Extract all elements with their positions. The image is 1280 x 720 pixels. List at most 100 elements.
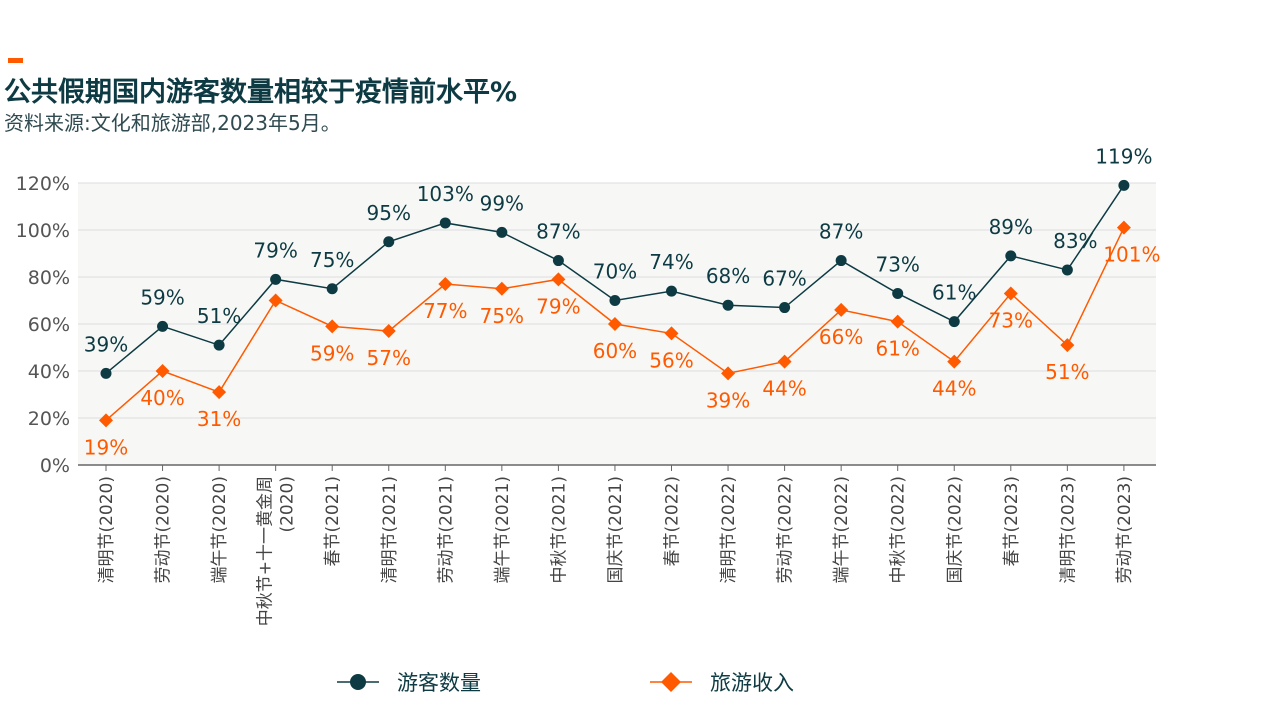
point-revenue bbox=[607, 317, 622, 331]
point-revenue bbox=[947, 354, 962, 369]
point-visitors bbox=[157, 320, 169, 332]
data-label-revenue: 77% bbox=[423, 299, 467, 323]
y-tick-label: 120% bbox=[16, 173, 70, 195]
data-label-visitors: 87% bbox=[819, 220, 863, 244]
point-visitors bbox=[439, 217, 451, 229]
data-label-visitors: 51% bbox=[197, 304, 241, 328]
y-tick-label: 60% bbox=[28, 314, 70, 336]
point-revenue bbox=[777, 354, 792, 369]
point-visitors bbox=[892, 287, 904, 299]
chart-title: 公共假期国内游客数量相较于疫情前水平% bbox=[4, 77, 518, 108]
point-revenue bbox=[1060, 338, 1075, 353]
point-revenue bbox=[212, 385, 227, 400]
data-label-visitors: 79% bbox=[253, 238, 297, 262]
point-visitors bbox=[722, 299, 734, 311]
data-label-revenue: 40% bbox=[140, 386, 184, 410]
data-label-visitors: 89% bbox=[989, 215, 1033, 239]
point-revenue bbox=[494, 281, 509, 296]
x-tick-label: 劳动节(2023) bbox=[1115, 476, 1135, 584]
point-revenue bbox=[438, 277, 453, 292]
x-tick-label: 清明节(2022) bbox=[719, 476, 739, 584]
legend-label-visitors: 游客数量 bbox=[397, 671, 481, 695]
data-label-visitors: 61% bbox=[932, 281, 976, 305]
x-tick-label: 中秋节(2022) bbox=[889, 476, 909, 584]
x-tick-label: 劳动节(2021) bbox=[436, 476, 456, 584]
legend-item-revenue: 旅游收入 bbox=[650, 664, 794, 700]
circle-marker-icon bbox=[337, 674, 379, 690]
x-tick-label: 端午节(2021) bbox=[493, 476, 513, 584]
point-revenue bbox=[1116, 220, 1131, 235]
point-visitors bbox=[326, 283, 338, 295]
point-revenue bbox=[1003, 286, 1018, 301]
data-label-visitors: 95% bbox=[367, 201, 411, 225]
x-tick-label: 清明节(2021) bbox=[380, 476, 400, 584]
point-visitors bbox=[1005, 250, 1017, 262]
point-revenue bbox=[99, 413, 113, 428]
data-label-visitors: 75% bbox=[310, 248, 354, 272]
x-tick-label: 国庆节(2022) bbox=[945, 476, 965, 584]
chart-subtitle: 资料来源:文化和旅游部,2023年5月。 bbox=[4, 111, 341, 135]
point-visitors bbox=[1118, 179, 1130, 191]
point-revenue bbox=[325, 319, 340, 334]
point-revenue bbox=[890, 314, 905, 329]
x-tick-label: 春节(2021) bbox=[323, 476, 343, 567]
point-visitors bbox=[552, 255, 564, 267]
legend-label-revenue: 旅游收入 bbox=[710, 671, 794, 695]
point-visitors bbox=[496, 226, 508, 238]
data-label-visitors: 67% bbox=[762, 267, 806, 291]
data-label-revenue: 101% bbox=[1103, 243, 1160, 267]
data-label-visitors: 103% bbox=[417, 182, 474, 206]
x-tick-label: 清明节(2020) bbox=[97, 476, 117, 584]
x-tick-label: (2020) bbox=[278, 476, 298, 533]
point-visitors bbox=[609, 295, 621, 306]
y-tick-label: 0% bbox=[40, 455, 70, 477]
x-tick-label: 清明节(2023) bbox=[1058, 476, 1078, 584]
data-label-revenue: 66% bbox=[819, 325, 863, 349]
data-label-visitors: 87% bbox=[536, 220, 580, 244]
data-label-revenue: 79% bbox=[536, 294, 580, 318]
point-visitors bbox=[666, 285, 677, 297]
data-label-visitors: 74% bbox=[649, 250, 693, 274]
x-tick-label: 劳动节(2022) bbox=[776, 476, 796, 584]
data-label-revenue: 56% bbox=[649, 348, 693, 372]
x-tick-label: 中秋节+十一黄金周 bbox=[256, 476, 276, 626]
x-tick-label: 国庆节(2021) bbox=[606, 476, 626, 584]
point-revenue bbox=[268, 293, 283, 308]
point-revenue bbox=[834, 302, 849, 317]
y-tick-label: 20% bbox=[28, 408, 70, 430]
data-label-visitors: 70% bbox=[593, 260, 637, 284]
point-visitors bbox=[213, 339, 225, 351]
data-label-visitors: 59% bbox=[140, 285, 184, 309]
data-label-revenue: 44% bbox=[762, 377, 806, 401]
data-label-revenue: 44% bbox=[932, 377, 976, 401]
data-label-revenue: 75% bbox=[480, 304, 524, 328]
point-visitors bbox=[383, 236, 395, 248]
x-tick-label: 春节(2023) bbox=[1002, 476, 1022, 567]
x-tick-label: 中秋节(2021) bbox=[549, 476, 569, 584]
point-visitors bbox=[779, 302, 791, 314]
point-visitors bbox=[835, 255, 847, 267]
data-label-revenue: 39% bbox=[706, 388, 750, 412]
data-label-revenue: 61% bbox=[875, 337, 919, 361]
title-accent-bar bbox=[8, 58, 23, 63]
data-label-visitors: 99% bbox=[480, 191, 524, 215]
point-visitors bbox=[1061, 264, 1073, 276]
point-revenue bbox=[721, 366, 736, 381]
x-tick-label: 端午节(2020) bbox=[210, 476, 230, 584]
data-label-revenue: 57% bbox=[367, 346, 411, 370]
data-label-visitors: 83% bbox=[1053, 229, 1097, 253]
data-label-revenue: 59% bbox=[310, 341, 354, 365]
y-tick-label: 100% bbox=[16, 220, 70, 242]
point-visitors bbox=[100, 367, 112, 379]
x-tick-label: 端午节(2022) bbox=[832, 476, 852, 584]
point-revenue bbox=[155, 364, 170, 378]
data-label-revenue: 19% bbox=[84, 435, 128, 459]
data-label-revenue: 73% bbox=[989, 308, 1033, 332]
point-revenue bbox=[381, 324, 396, 339]
diamond-marker-icon bbox=[650, 672, 692, 692]
data-label-visitors: 119% bbox=[1095, 144, 1152, 168]
data-label-revenue: 31% bbox=[197, 407, 241, 431]
point-visitors bbox=[948, 316, 960, 328]
data-label-revenue: 51% bbox=[1045, 360, 1089, 384]
